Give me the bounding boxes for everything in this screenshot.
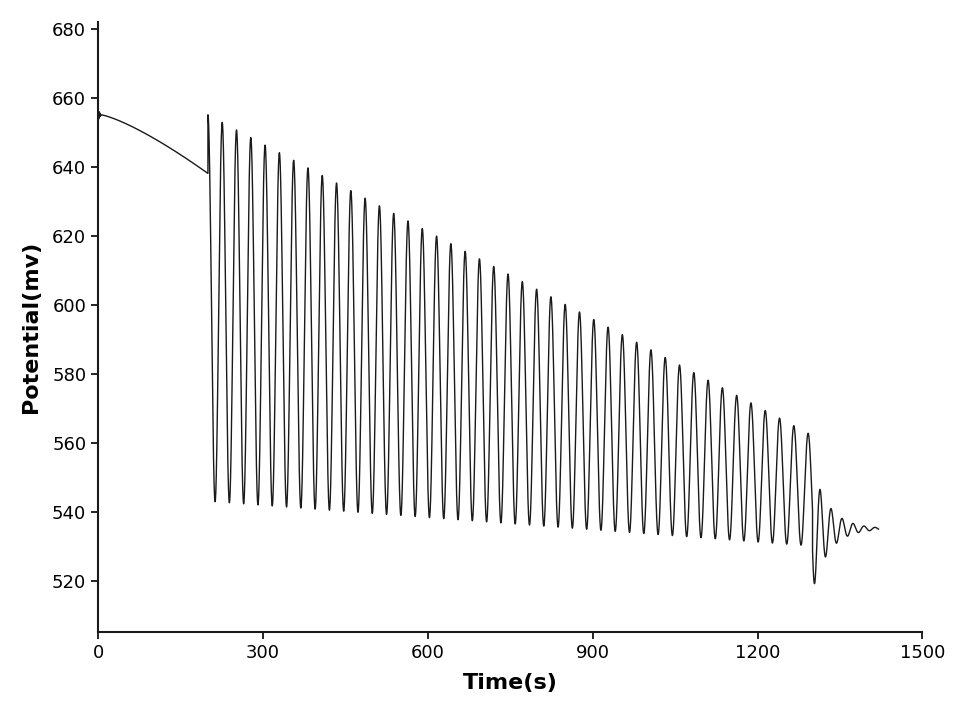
Y-axis label: Potential(mv): Potential(mv) (21, 241, 41, 413)
X-axis label: Time(s): Time(s) (463, 673, 557, 693)
